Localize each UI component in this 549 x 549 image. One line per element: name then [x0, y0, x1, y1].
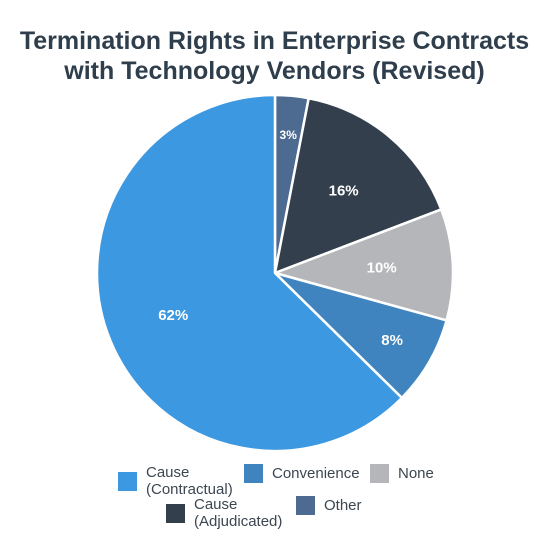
- legend-swatch-convenience: [244, 464, 263, 483]
- legend-label-line: Cause: [194, 496, 238, 513]
- pie-slice-cause-contractual: [95, 93, 404, 453]
- legend-label-line: Cause: [146, 464, 190, 481]
- pie-slice-none: [273, 208, 455, 322]
- legend-label-line: Other: [324, 497, 362, 514]
- legend-label-line: None: [398, 465, 434, 482]
- legend-label-none: None: [398, 465, 434, 482]
- legend-item-none[interactable]: None: [370, 464, 434, 483]
- slice-label-other: 3%: [280, 128, 298, 142]
- legend-swatch-none: [370, 464, 389, 483]
- legend-label-line: (Contractual): [146, 481, 233, 498]
- legend-label-line: (Adjudicated): [194, 513, 283, 530]
- chart-title: Termination Rights in Enterprise Contrac…: [0, 26, 549, 86]
- slice-label-convenience: 8%: [381, 332, 403, 349]
- legend-item-convenience[interactable]: Convenience: [244, 464, 360, 483]
- legend-label-cause-contractual: Cause (Contractual): [146, 464, 233, 498]
- pie-slice-cause-adjudicated: [273, 96, 443, 275]
- legend-label-other: Other: [324, 497, 362, 514]
- legend-item-other[interactable]: Other: [296, 496, 362, 515]
- chart-title-line-1: Termination Rights in Enterprise Contrac…: [19, 27, 530, 55]
- slice-label-cause-contractual: 62%: [158, 307, 188, 324]
- slice-label-none: 10%: [367, 259, 397, 276]
- legend-label-line: Convenience: [272, 465, 360, 482]
- legend-swatch-other: [296, 496, 315, 515]
- pie-slice-convenience: [273, 271, 448, 400]
- legend-swatch-cause-contractual: [118, 471, 137, 491]
- chart-title-line-2: with Technology Vendors (Revised): [64, 57, 485, 85]
- legend-item-cause-adjudicated[interactable]: Cause (Adjudicated): [166, 496, 282, 530]
- slice-label-cause-adjudicated: 16%: [329, 183, 359, 200]
- legend-item-cause-contractual[interactable]: Cause (Contractual): [118, 464, 233, 498]
- legend-label-cause-adjudicated: Cause (Adjudicated): [194, 496, 282, 530]
- legend-label-convenience: Convenience: [272, 465, 360, 482]
- legend-swatch-cause-adjudicated: [166, 503, 185, 523]
